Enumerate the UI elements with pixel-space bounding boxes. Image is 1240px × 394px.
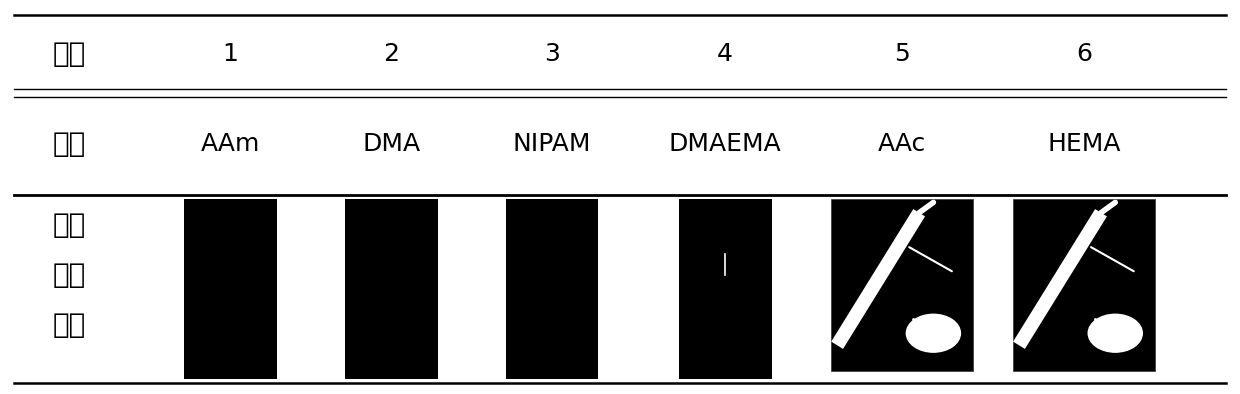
Bar xyxy=(506,199,599,379)
Text: 聚合
后的
样品: 聚合 后的 样品 xyxy=(53,211,86,339)
Bar xyxy=(345,199,438,379)
Text: 4: 4 xyxy=(717,42,733,66)
Text: 2: 2 xyxy=(383,42,399,66)
Ellipse shape xyxy=(906,314,961,352)
Text: 3: 3 xyxy=(544,42,560,66)
Bar xyxy=(831,199,973,371)
Text: 6: 6 xyxy=(1076,42,1092,66)
Text: 单体: 单体 xyxy=(53,130,86,158)
Bar xyxy=(184,199,277,379)
Text: 条目: 条目 xyxy=(53,40,86,68)
Bar xyxy=(1013,199,1156,371)
Text: DMAEMA: DMAEMA xyxy=(668,132,781,156)
Text: DMA: DMA xyxy=(362,132,420,156)
Text: 5: 5 xyxy=(894,42,910,66)
Text: 1: 1 xyxy=(222,42,238,66)
Text: AAc: AAc xyxy=(878,132,926,156)
Ellipse shape xyxy=(1089,314,1142,352)
Bar xyxy=(678,199,771,379)
Text: HEMA: HEMA xyxy=(1048,132,1121,156)
Text: AAm: AAm xyxy=(201,132,260,156)
Text: NIPAM: NIPAM xyxy=(512,132,591,156)
